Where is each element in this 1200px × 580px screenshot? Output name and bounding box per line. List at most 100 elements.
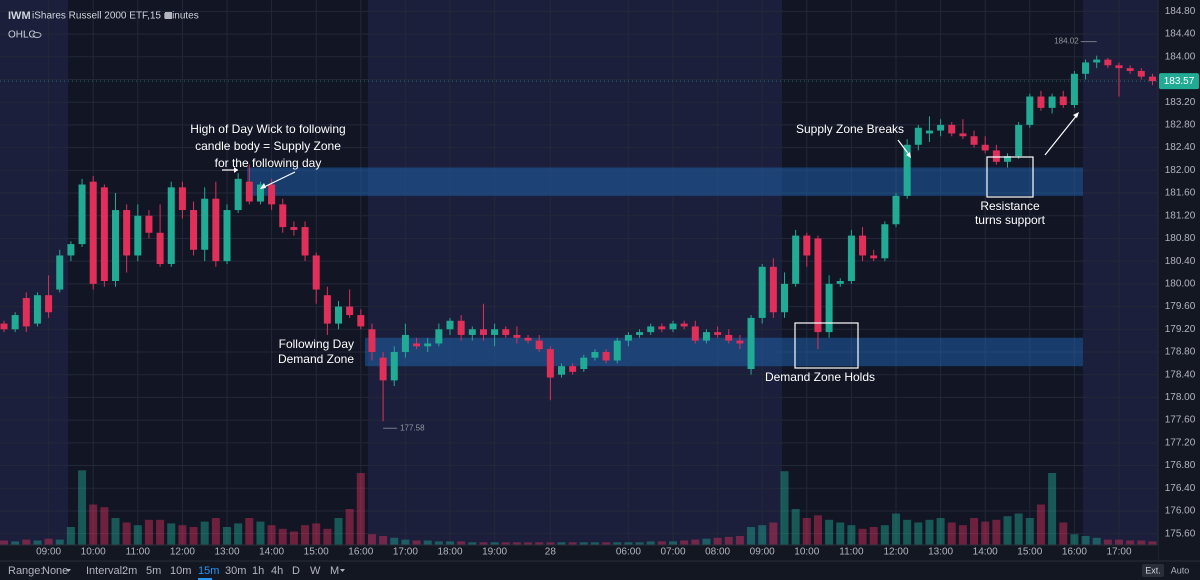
volume-bar: [825, 519, 834, 545]
candle-body: [569, 366, 577, 372]
candle-body: [256, 184, 264, 202]
candle-body: [725, 334, 733, 341]
candle-body: [803, 235, 811, 256]
y-tick-label: 184.80: [1165, 6, 1196, 17]
last-price-box: [1159, 73, 1199, 90]
highlight-box: [986, 156, 1034, 198]
candle-body: [502, 329, 510, 335]
candle-body: [836, 281, 844, 284]
ext-button[interactable]: Ext.: [1145, 565, 1161, 575]
volume-bar: [646, 541, 655, 545]
x-tick-label: 11:00: [126, 547, 151, 558]
candle-body: [167, 187, 175, 264]
volume-bar: [189, 527, 198, 545]
volume-bar: [211, 518, 220, 545]
volume-bar: [1115, 539, 1123, 545]
candle-body: [335, 306, 342, 324]
volume-bar: [512, 542, 521, 545]
interval-button[interactable]: 5m: [146, 565, 161, 577]
toolbar: [0, 561, 1200, 580]
volume-bar: [434, 541, 443, 545]
y-tick-label: 182.40: [1165, 142, 1196, 153]
candle-body: [112, 210, 119, 282]
eye-icon[interactable]: [32, 32, 42, 38]
candle-body: [847, 235, 855, 282]
arrow: [1044, 114, 1078, 156]
volume-bar: [245, 518, 254, 545]
candle-body: [312, 255, 320, 290]
candle-body: [368, 329, 376, 352]
x-tick-label: 17:00: [393, 547, 418, 558]
annotation: turns support: [975, 213, 1046, 227]
candle-body: [134, 215, 142, 256]
volume-bar: [936, 518, 945, 545]
candle-body: [201, 198, 209, 250]
interval-button[interactable]: M: [330, 565, 339, 577]
candle-body: [903, 144, 911, 196]
arrow-head: [906, 152, 911, 158]
volume-bar: [144, 519, 153, 545]
annotation: Following Day: [279, 337, 354, 351]
volume-bar: [992, 519, 1001, 545]
interval-button[interactable]: 4h: [271, 565, 283, 577]
volume-bar: [256, 521, 265, 545]
volume-bars: [0, 470, 1157, 545]
volume-bar: [869, 527, 878, 545]
candle-body: [658, 326, 666, 330]
interval-button[interactable]: 30m: [225, 565, 246, 577]
volume-bar: [635, 542, 644, 545]
volume-bar: [836, 522, 845, 545]
candle-body: [67, 244, 75, 256]
candle-body: [1037, 96, 1045, 108]
volume-bar: [858, 528, 867, 545]
volume-bar: [680, 540, 689, 545]
candle-body: [647, 326, 655, 333]
x-tick-label: 11:00: [839, 547, 864, 558]
interval-button[interactable]: D: [292, 565, 300, 577]
candle-body: [33, 295, 41, 324]
candle-body: [100, 187, 108, 282]
volume-bar: [11, 541, 20, 545]
interval-button[interactable]: W: [310, 565, 321, 577]
candle-body: [736, 340, 744, 344]
interval-button[interactable]: 10m: [170, 565, 191, 577]
auto-button[interactable]: Auto: [1171, 565, 1190, 575]
x-tick-label: 10:00: [794, 547, 819, 558]
candle-body: [513, 334, 521, 338]
volume-bar: [457, 541, 466, 545]
volume-bar: [0, 540, 8, 545]
volume-bar: [579, 542, 588, 545]
candle-body: [379, 357, 387, 381]
y-tick-label: 184.00: [1165, 51, 1196, 62]
extended-session: [368, 0, 782, 545]
candle-body: [22, 298, 30, 327]
volume-bar: [100, 507, 109, 545]
sessions: [0, 0, 1158, 545]
candle-body: [981, 144, 989, 151]
volume-bar: [747, 527, 756, 545]
volume-bar: [925, 519, 934, 545]
volume-bar: [1070, 534, 1079, 545]
candle-body: [1082, 62, 1090, 74]
volume-bar: [223, 527, 231, 545]
range-select[interactable]: None: [42, 565, 68, 577]
candle-body: [268, 184, 276, 205]
x-tick-label: 14:00: [973, 547, 998, 558]
annotation: Demand Zone: [278, 352, 354, 366]
interval-button[interactable]: 15m: [198, 565, 219, 577]
volume-bar: [624, 542, 633, 545]
volume-bar: [345, 509, 354, 545]
volume-bar: [1014, 513, 1023, 545]
candle-body: [145, 215, 153, 233]
volume-bar: [613, 542, 622, 545]
arrow-head: [234, 167, 238, 173]
x-tick-label: 09:00: [36, 547, 61, 558]
candle-body: [390, 351, 398, 381]
volume-bar: [356, 473, 365, 545]
interval-button[interactable]: 1h: [252, 565, 264, 577]
volume-bar: [200, 521, 209, 545]
candle-body: [970, 136, 978, 145]
volume-bar: [133, 525, 142, 545]
x-tick-label: 10:00: [81, 547, 106, 558]
interval-button[interactable]: 2m: [122, 565, 137, 577]
